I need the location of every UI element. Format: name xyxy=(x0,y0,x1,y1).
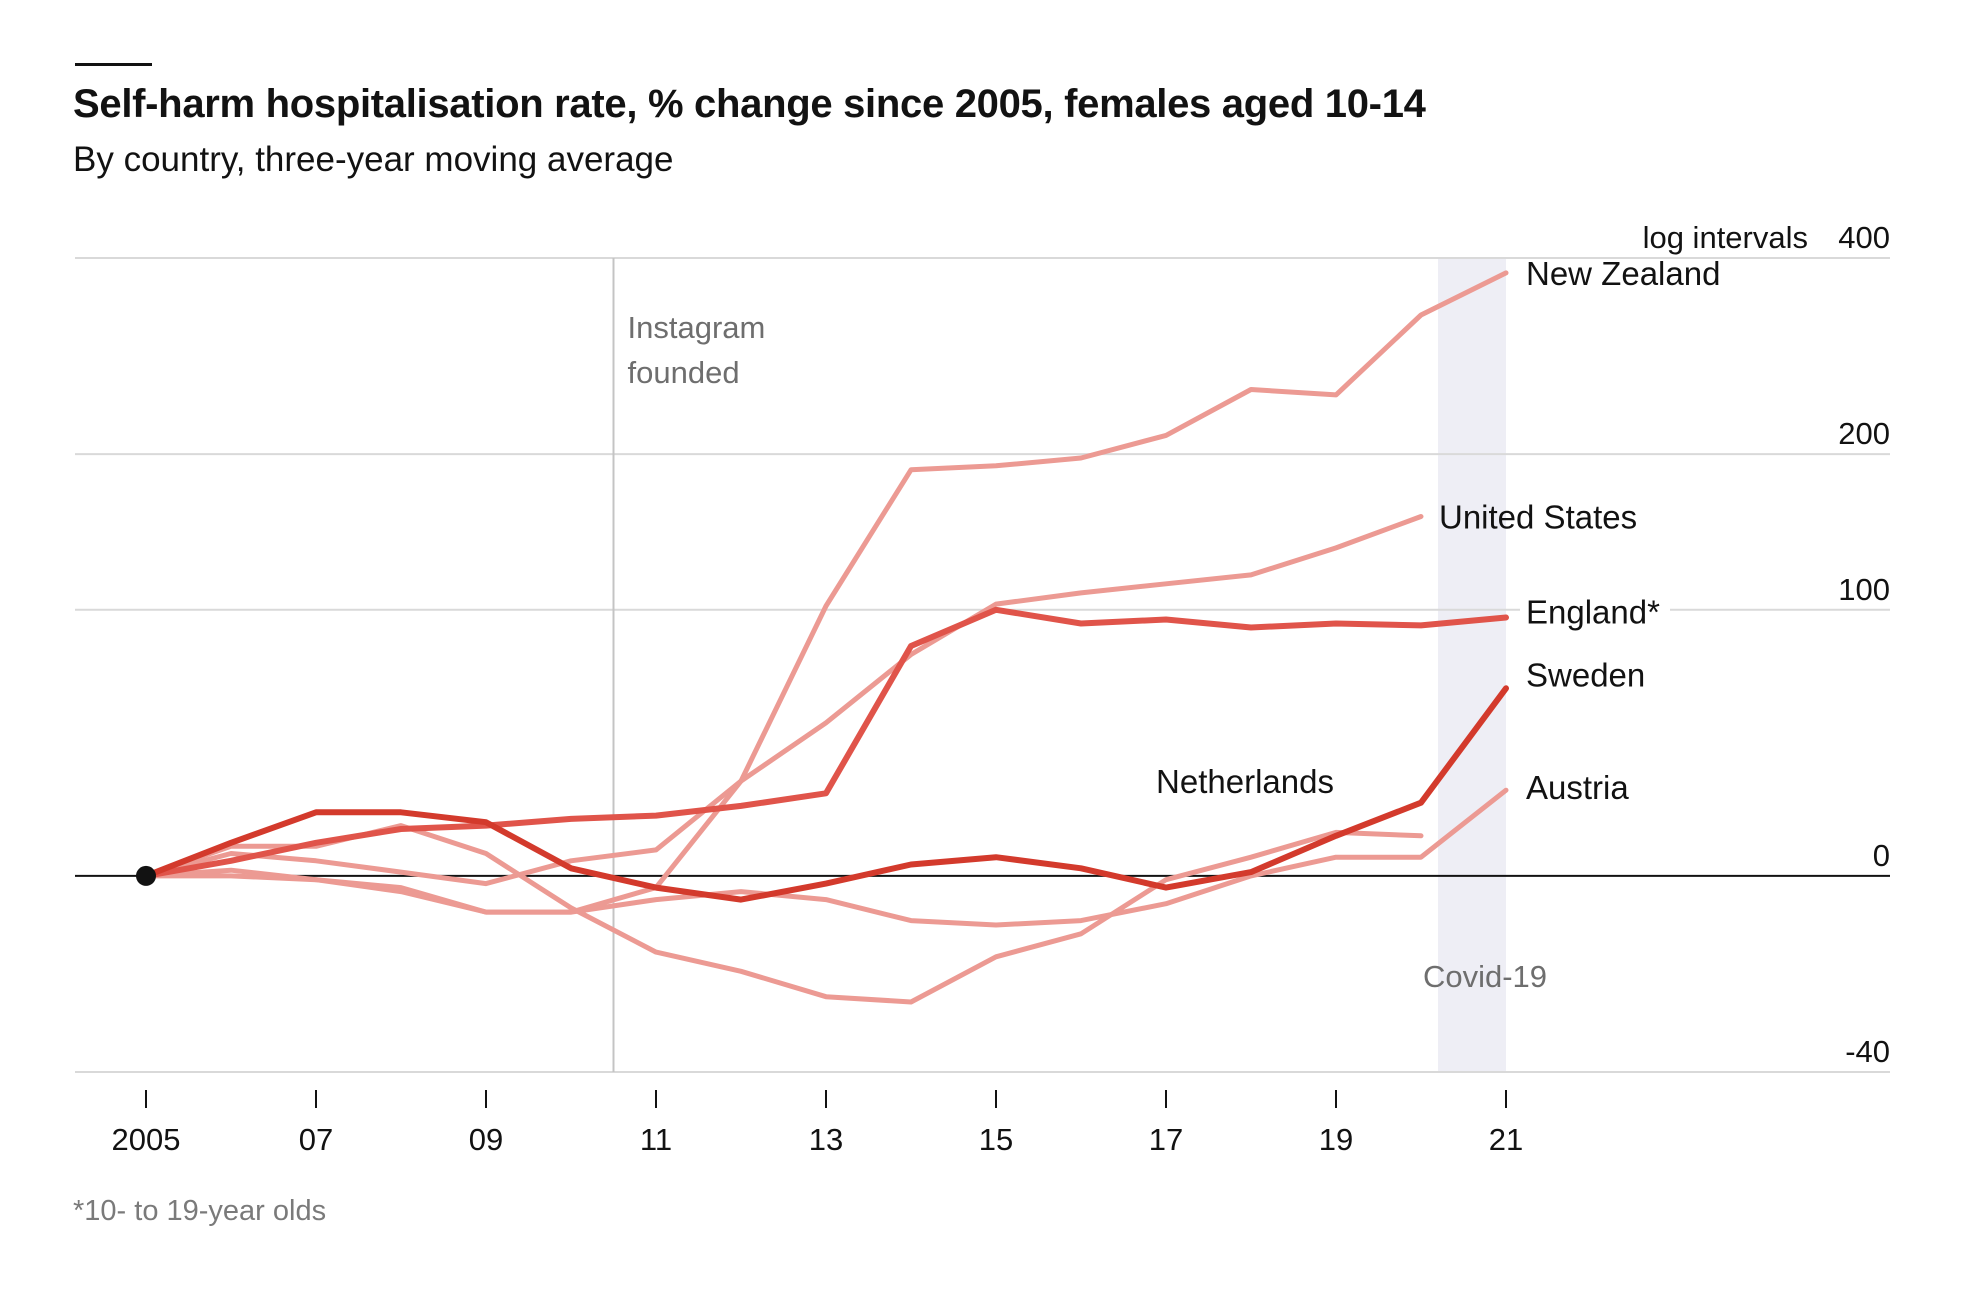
series-label-new-zealand: New Zealand xyxy=(1526,255,1720,292)
instagram-annotation: founded xyxy=(628,355,740,390)
x-tick-label: 17 xyxy=(1149,1122,1183,1157)
y-tick-label: 200 xyxy=(1838,416,1890,451)
y-tick-label: 0 xyxy=(1873,838,1890,873)
series-line-netherlands xyxy=(143,823,1424,1005)
covid-shade xyxy=(1438,258,1506,1072)
series-line-united-states xyxy=(143,514,1424,887)
series-lines xyxy=(143,270,1509,1005)
series-label-united-states: United States xyxy=(1439,499,1637,536)
y-axis-scale-note: log intervals xyxy=(1643,220,1808,255)
series-line-sweden xyxy=(143,685,1509,903)
y-tick-label: 100 xyxy=(1838,572,1890,607)
series-labels: New Zealand United States England* Sweden Au… xyxy=(1156,255,1720,806)
series-line-england xyxy=(143,606,1509,879)
x-tick-label: 21 xyxy=(1489,1122,1523,1157)
covid-annotation: Covid-19 xyxy=(1423,959,1547,994)
y-tick-label: -40 xyxy=(1845,1034,1890,1069)
series-label-austria: Austria xyxy=(1526,769,1629,806)
x-tick-label: 09 xyxy=(469,1122,503,1157)
series-label-england: England* xyxy=(1526,594,1660,631)
x-axis: 2005 07 09 11 13 15 17 19 21 xyxy=(112,1090,1523,1157)
x-tick-label: 19 xyxy=(1319,1122,1353,1157)
series-label-sweden: Sweden xyxy=(1526,656,1645,693)
series-line-austria xyxy=(143,787,1509,928)
y-axis: -40 0 100 200 400 log intervals xyxy=(1643,220,1890,1069)
y-tick-label: 400 xyxy=(1838,220,1890,255)
series-label-netherlands: Netherlands xyxy=(1156,763,1334,800)
footnote: *10- to 19-year olds xyxy=(73,1195,327,1227)
x-tick-label: 13 xyxy=(809,1122,843,1157)
chart-title: Self-harm hospitalisation rate, % change… xyxy=(73,82,1426,126)
x-tick-label: 2005 xyxy=(112,1122,181,1157)
x-tick-label: 07 xyxy=(299,1122,333,1157)
top-rule xyxy=(75,63,152,66)
chart-subtitle: By country, three-year moving average xyxy=(73,140,674,179)
series-line-new-zealand xyxy=(143,270,1509,915)
label-halo xyxy=(1520,593,1670,634)
x-tick-label: 15 xyxy=(979,1122,1013,1157)
instagram-annotation: Instagram xyxy=(628,310,766,345)
origin-point xyxy=(136,865,156,886)
x-tick-label: 11 xyxy=(640,1122,672,1157)
annotations: Instagram founded Covid-19 xyxy=(628,310,1548,994)
